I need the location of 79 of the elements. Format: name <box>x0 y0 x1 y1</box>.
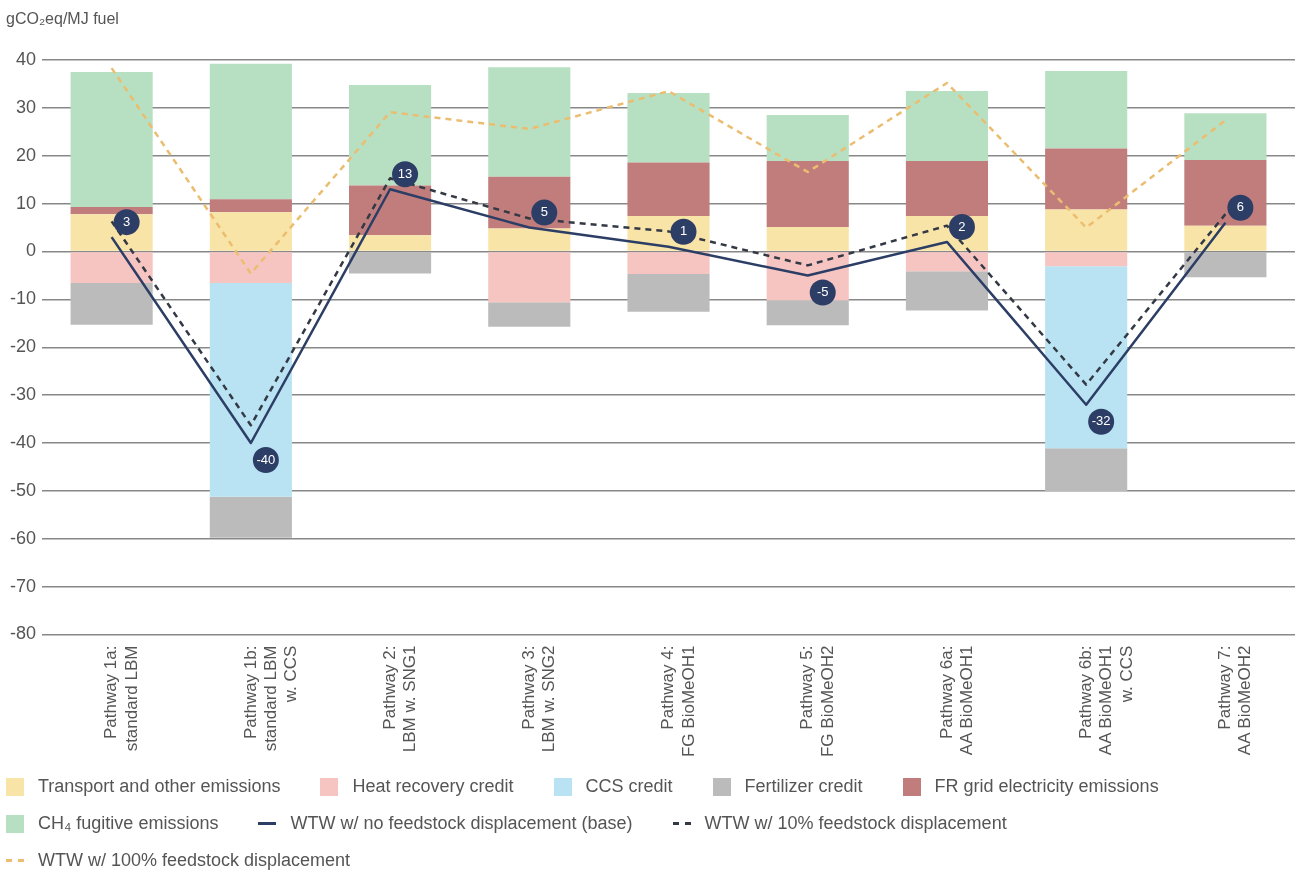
bar <box>349 84 432 186</box>
bar <box>1045 266 1128 449</box>
y-tick-label: -60 <box>10 527 37 548</box>
bar <box>1184 252 1267 278</box>
bar <box>1045 148 1128 210</box>
bar <box>1045 252 1128 267</box>
y-tick-label: 10 <box>15 192 37 213</box>
bar <box>209 496 292 538</box>
bar <box>70 71 153 207</box>
y-tick-label: 0 <box>26 240 37 261</box>
legend-label: Fertilizer credit <box>744 776 863 797</box>
bar <box>488 302 571 327</box>
x-tick-label: Pathway 1a: standard LBM <box>101 645 141 752</box>
bar <box>627 274 710 312</box>
y-tick-label: -70 <box>10 575 37 596</box>
data-label: -40 <box>256 451 276 467</box>
bar <box>627 93 710 163</box>
bar <box>209 199 292 213</box>
bar <box>488 252 571 303</box>
data-label: 6 <box>1236 199 1245 215</box>
bar <box>209 252 292 284</box>
bar <box>70 252 153 284</box>
bar <box>766 115 849 162</box>
bar <box>905 161 989 217</box>
bar <box>209 63 292 200</box>
bar <box>766 161 849 228</box>
x-tick-label: Pathway 4: FG BioMeOH1 <box>658 645 698 758</box>
bar <box>349 235 432 251</box>
legend-label: Transport and other emissions <box>38 776 281 797</box>
legend-label: WTW w/ 100% feedstock displacement <box>38 850 351 871</box>
y-tick-label: -30 <box>10 384 37 405</box>
x-tick-label: Pathway 1b: standard LBM w. CCS <box>240 645 301 752</box>
line-series <box>110 66 1227 275</box>
y-tick-label: -50 <box>10 479 37 500</box>
x-tick-label: Pathway 6b: AA BioMeOH1 w. CCS <box>1075 645 1136 756</box>
data-label: 3 <box>123 213 131 229</box>
y-tick-label: -80 <box>10 623 37 644</box>
bar <box>209 283 292 497</box>
bar <box>1045 71 1128 149</box>
data-label: 13 <box>397 165 413 181</box>
bar <box>627 162 710 217</box>
bar <box>488 67 571 177</box>
data-label: 5 <box>540 204 548 220</box>
bar <box>1045 209 1128 251</box>
bar <box>905 252 989 272</box>
bar <box>209 212 292 251</box>
bar <box>488 228 571 251</box>
legend-label: Heat recovery credit <box>352 776 514 797</box>
bar <box>1184 113 1267 161</box>
legend-label: CCS credit <box>585 776 673 797</box>
x-tick-label: Pathway 5: FG BioMeOH2 <box>797 645 837 758</box>
bar <box>627 252 710 275</box>
bar <box>349 185 432 236</box>
y-tick-label: -20 <box>10 336 37 357</box>
bar <box>766 300 849 326</box>
data-label: -5 <box>816 284 829 300</box>
y-tick-label: 40 <box>15 48 37 69</box>
bar <box>905 271 989 311</box>
bar <box>70 283 153 325</box>
legend-label: FR grid electricity emissions <box>934 776 1159 797</box>
y-axis-title: gCO₂eq/MJ fuel <box>6 10 119 28</box>
legend-label: CH₄ fugitive emissions <box>38 813 219 834</box>
bar <box>1184 160 1267 226</box>
bar <box>1184 225 1267 251</box>
y-tick-label: -10 <box>10 288 37 309</box>
bar <box>1045 448 1128 491</box>
bar <box>349 252 432 274</box>
data-label: -32 <box>1091 413 1111 429</box>
y-tick-label: 30 <box>15 96 37 117</box>
y-tick-label: 20 <box>15 144 37 165</box>
data-label: 1 <box>679 223 688 239</box>
data-label: 2 <box>958 218 966 234</box>
bar <box>905 91 989 162</box>
legend-label: WTW w/ 10% feedstock displacement <box>704 813 1007 834</box>
x-tick-label: Pathway 6a: AA BioMeOH1 <box>936 645 977 756</box>
legend-label: WTW w/ no feedstock displacement (base) <box>290 813 633 834</box>
y-tick-label: -40 <box>10 431 37 452</box>
x-tick-label: Pathway 3: LBM w. SNG2 <box>518 645 559 753</box>
bar <box>766 227 849 251</box>
